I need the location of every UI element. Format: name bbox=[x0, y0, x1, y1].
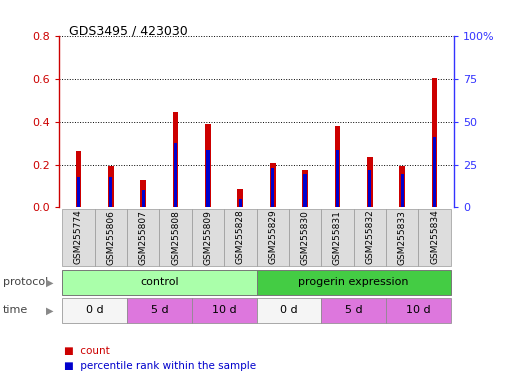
Text: ▶: ▶ bbox=[46, 305, 54, 316]
Bar bbox=[334, 126, 340, 207]
Bar bbox=[192, 209, 224, 266]
Bar bbox=[77, 177, 80, 207]
Bar bbox=[140, 180, 146, 207]
Bar bbox=[256, 270, 451, 295]
Text: GSM255809: GSM255809 bbox=[204, 210, 212, 265]
Bar bbox=[256, 298, 321, 323]
Bar bbox=[173, 112, 179, 207]
Text: GSM255808: GSM255808 bbox=[171, 210, 180, 265]
Bar bbox=[270, 162, 275, 207]
Text: protocol: protocol bbox=[3, 277, 48, 288]
Bar bbox=[62, 209, 94, 266]
Text: GSM255806: GSM255806 bbox=[106, 210, 115, 265]
Text: GSM255833: GSM255833 bbox=[398, 210, 407, 265]
Text: GSM255832: GSM255832 bbox=[365, 210, 374, 265]
Bar bbox=[353, 209, 386, 266]
Bar bbox=[302, 170, 308, 207]
Text: ▶: ▶ bbox=[46, 277, 54, 288]
Text: 0 d: 0 d bbox=[86, 305, 104, 316]
Bar bbox=[304, 174, 307, 207]
Bar bbox=[289, 209, 321, 266]
Text: 10 d: 10 d bbox=[406, 305, 431, 316]
Bar bbox=[192, 298, 256, 323]
Bar bbox=[108, 166, 114, 207]
Bar bbox=[401, 174, 404, 207]
Bar bbox=[368, 170, 371, 207]
Text: progerin expression: progerin expression bbox=[299, 277, 409, 288]
Bar bbox=[431, 78, 438, 207]
Text: GSM255829: GSM255829 bbox=[268, 210, 277, 265]
Text: GSM255830: GSM255830 bbox=[301, 210, 309, 265]
Bar bbox=[109, 177, 112, 207]
Bar bbox=[224, 209, 256, 266]
Bar bbox=[419, 209, 451, 266]
Bar bbox=[174, 143, 177, 207]
Bar bbox=[62, 270, 256, 295]
Text: GSM255807: GSM255807 bbox=[139, 210, 148, 265]
Text: control: control bbox=[140, 277, 179, 288]
Bar bbox=[127, 209, 160, 266]
Bar bbox=[386, 209, 419, 266]
Bar bbox=[433, 137, 436, 207]
Bar bbox=[75, 151, 82, 207]
Text: GSM255828: GSM255828 bbox=[236, 210, 245, 265]
Bar bbox=[127, 298, 192, 323]
Text: 0 d: 0 d bbox=[280, 305, 298, 316]
Bar bbox=[94, 209, 127, 266]
Bar bbox=[271, 168, 274, 207]
Text: ■  count: ■ count bbox=[64, 346, 110, 356]
Bar bbox=[336, 150, 339, 207]
Bar bbox=[367, 157, 373, 207]
Bar bbox=[386, 298, 451, 323]
Bar bbox=[239, 199, 242, 207]
Bar bbox=[256, 209, 289, 266]
Bar bbox=[238, 189, 243, 207]
Text: GDS3495 / 423030: GDS3495 / 423030 bbox=[69, 25, 188, 38]
Bar bbox=[62, 298, 127, 323]
Text: GSM255834: GSM255834 bbox=[430, 210, 439, 265]
Text: GSM255774: GSM255774 bbox=[74, 210, 83, 265]
Text: time: time bbox=[3, 305, 28, 316]
Bar bbox=[142, 190, 145, 207]
Bar bbox=[205, 124, 211, 207]
Text: 5 d: 5 d bbox=[150, 305, 168, 316]
Text: 10 d: 10 d bbox=[212, 305, 236, 316]
Text: 5 d: 5 d bbox=[345, 305, 363, 316]
Bar bbox=[321, 209, 353, 266]
Bar bbox=[399, 166, 405, 207]
Bar bbox=[206, 150, 209, 207]
Text: ■  percentile rank within the sample: ■ percentile rank within the sample bbox=[64, 361, 256, 371]
Bar bbox=[160, 209, 192, 266]
Bar bbox=[321, 298, 386, 323]
Text: GSM255831: GSM255831 bbox=[333, 210, 342, 265]
